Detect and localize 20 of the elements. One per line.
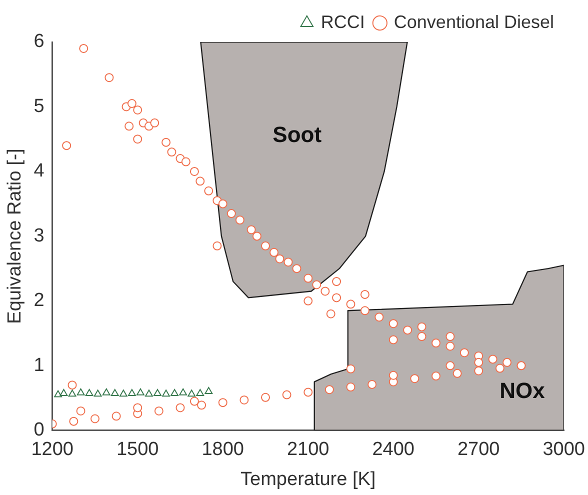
- x-tick-label: 3000: [542, 439, 586, 460]
- y-tick-label: 4: [34, 160, 45, 182]
- legend-label: RCCI: [320, 12, 365, 32]
- y-tick-label: 6: [34, 31, 44, 52]
- x-tick-label: 2700: [457, 439, 500, 460]
- legend-label: Conventional Diesel: [394, 12, 554, 32]
- x-axis-title: Temperature [K]: [240, 468, 376, 490]
- x-tick-label: 1500: [116, 439, 159, 460]
- y-tick-label: 3: [34, 225, 44, 246]
- series-label: Soot: [272, 122, 322, 147]
- y-axis-title: Equivalence Ratio [-]: [4, 148, 26, 324]
- y-tick-label: 0: [34, 420, 44, 441]
- x-tick-label: 1800: [202, 439, 244, 460]
- series-label: NOx: [500, 378, 546, 403]
- y-tick-label: 5: [34, 96, 44, 117]
- x-tick-label: 2400: [372, 439, 415, 460]
- x-tick-label: 1200: [31, 439, 74, 460]
- y-tick-label: 2: [34, 290, 44, 312]
- x-tick-label: 2100: [286, 439, 330, 460]
- y-tick-label: 1: [34, 354, 44, 376]
